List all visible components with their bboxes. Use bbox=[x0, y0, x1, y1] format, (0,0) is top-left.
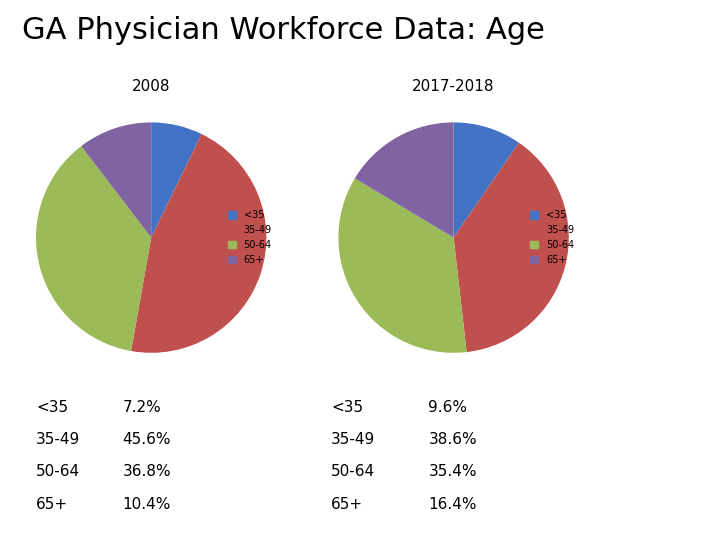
Text: 50-64: 50-64 bbox=[331, 464, 375, 480]
Wedge shape bbox=[454, 143, 569, 352]
Title: 2017-2018: 2017-2018 bbox=[413, 79, 495, 93]
Legend: <35, 35-49, 50-64, 65+: <35, 35-49, 50-64, 65+ bbox=[228, 210, 271, 265]
Text: 35.4%: 35.4% bbox=[428, 464, 477, 480]
Wedge shape bbox=[131, 134, 266, 353]
Legend: <35, 35-49, 50-64, 65+: <35, 35-49, 50-64, 65+ bbox=[531, 210, 574, 265]
Text: 35-49: 35-49 bbox=[331, 432, 375, 447]
Text: 10.4%: 10.4% bbox=[122, 497, 171, 512]
Text: 50-64: 50-64 bbox=[36, 464, 80, 480]
Text: 36.8%: 36.8% bbox=[122, 464, 171, 480]
Text: <35: <35 bbox=[331, 400, 364, 415]
Wedge shape bbox=[36, 146, 151, 351]
Text: 65+: 65+ bbox=[36, 497, 68, 512]
Text: 45.6%: 45.6% bbox=[122, 432, 171, 447]
Title: 2008: 2008 bbox=[132, 79, 171, 93]
Text: GA Physician Workforce Data: Age: GA Physician Workforce Data: Age bbox=[22, 16, 544, 45]
Wedge shape bbox=[338, 178, 467, 353]
Text: 38.6%: 38.6% bbox=[428, 432, 477, 447]
Text: 9.6%: 9.6% bbox=[428, 400, 467, 415]
Text: 16.4%: 16.4% bbox=[428, 497, 477, 512]
Text: <35: <35 bbox=[36, 400, 68, 415]
Text: 7.2%: 7.2% bbox=[122, 400, 161, 415]
Text: 65+: 65+ bbox=[331, 497, 364, 512]
Wedge shape bbox=[151, 123, 202, 238]
Wedge shape bbox=[355, 123, 454, 238]
Text: 35-49: 35-49 bbox=[36, 432, 80, 447]
Wedge shape bbox=[454, 123, 519, 238]
Wedge shape bbox=[81, 123, 151, 238]
